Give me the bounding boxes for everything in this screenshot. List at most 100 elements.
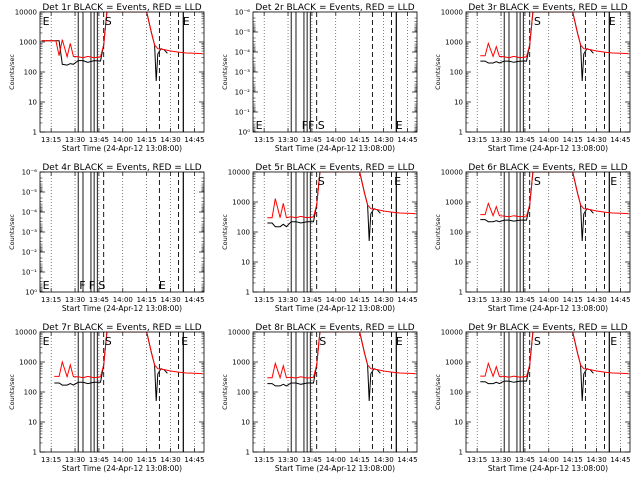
x-tick-label: 14:30: [373, 136, 393, 144]
event-letter: S: [318, 175, 325, 188]
x-axis-label: Start Time (24-Apr-12 13:08:00): [488, 144, 608, 153]
x-tick-label: 14:45: [184, 136, 204, 144]
x-tick-label: 14:15: [137, 296, 157, 304]
x-tick-label: 13:15: [467, 296, 487, 304]
event-letter: E: [183, 15, 190, 28]
y-axis-label: Counts/sec: [434, 54, 442, 90]
event-letter: E: [181, 335, 188, 348]
x-tick-label: 13:30: [65, 296, 85, 304]
x-tick-label: 13:30: [491, 456, 511, 464]
event-letter: E: [43, 279, 50, 292]
chart-title: Det 3r BLACK = Events, RED = LLD: [468, 3, 627, 13]
plot-frame: [465, 11, 631, 133]
y-tick-label: 1000: [445, 39, 463, 47]
x-tick-label: 14:45: [397, 296, 417, 304]
x-tick-label: 14:15: [563, 456, 583, 464]
event-letter: S: [318, 119, 325, 132]
event-letter: S: [98, 279, 105, 292]
y-tick-label: 1000: [445, 199, 463, 207]
x-tick-label: 13:15: [41, 456, 61, 464]
x-tick-label: 13:30: [65, 136, 85, 144]
chart-panel-4: Det 4r BLACK = Events, RED = LLD Counts/s…: [8, 163, 205, 313]
y-tick-label: 1: [246, 449, 250, 457]
y-tick-label: 100: [450, 69, 463, 77]
y-tick-label: 10000: [441, 329, 463, 337]
chart-title: Det 2r BLACK = Events, RED = LLD: [255, 3, 414, 13]
y-tick-label: 1: [459, 129, 463, 137]
series-line-events: [267, 332, 381, 402]
x-tick-label: 13:15: [254, 296, 274, 304]
x-tick-label: 13:45: [89, 456, 109, 464]
y-tick-label: 10⁻²: [22, 249, 38, 257]
series-line-events: [267, 172, 381, 242]
x-tick-label: 13:15: [41, 136, 61, 144]
y-axis-label: Counts/sec: [221, 374, 229, 410]
y-tick-label: 10000: [441, 9, 463, 17]
y-tick-label: 10: [454, 419, 463, 427]
y-tick-label: 10⁻³: [22, 229, 38, 237]
x-tick-label: 13:45: [515, 456, 535, 464]
series-group: [480, 12, 629, 82]
plot-frame: [39, 331, 205, 453]
series-line-lld: [54, 332, 203, 379]
x-axis-label: Start Time (24-Apr-12 13:08:00): [488, 464, 608, 473]
x-tick-label: 14:00: [326, 296, 346, 304]
series-line-lld: [267, 332, 416, 380]
y-axis-label: Counts/sec: [8, 214, 16, 250]
series-line-lld: [480, 172, 629, 218]
plot-frame: [39, 11, 205, 133]
chart-panel-1: Det 1r BLACK = Events, RED = LLD Counts/s…: [8, 3, 205, 153]
plot-frame: [39, 171, 205, 293]
series-line-lld: [41, 12, 203, 59]
x-tick-label: 14:45: [610, 296, 630, 304]
x-tick-label: 14:45: [610, 456, 630, 464]
x-tick-label: 14:45: [184, 456, 204, 464]
x-tick-label: 14:00: [539, 136, 559, 144]
series-line-events: [480, 172, 594, 242]
event-letter: F: [89, 279, 95, 292]
x-tick-label: 14:30: [160, 136, 180, 144]
x-tick-label: 14:30: [586, 456, 606, 464]
x-tick-label: 14:00: [326, 136, 346, 144]
x-axis-label: Start Time (24-Apr-12 13:08:00): [62, 464, 182, 473]
y-axis-label: Counts/sec: [8, 374, 16, 410]
y-axis-label: Counts/sec: [434, 374, 442, 410]
y-axis-label: Counts/sec: [221, 54, 229, 90]
y-tick-label: 1: [246, 289, 250, 297]
x-tick-label: 13:45: [89, 296, 109, 304]
series-group: [54, 332, 203, 402]
chart-panel-9: Det 9r BLACK = Events, RED = LLD Counts/s…: [434, 323, 631, 473]
y-tick-label: 10⁰: [25, 289, 37, 297]
x-tick-label: 13:45: [515, 136, 535, 144]
x-tick-label: 13:45: [302, 456, 322, 464]
series-line-events: [54, 332, 168, 402]
series-line-lld: [480, 332, 629, 378]
event-letter: E: [396, 335, 403, 348]
y-tick-label: 1000: [19, 359, 37, 367]
y-tick-label: 1000: [445, 359, 463, 367]
x-tick-label: 14:15: [350, 136, 370, 144]
chart-panel-8: Det 8r BLACK = Events, RED = LLD Counts/s…: [221, 323, 418, 473]
chart-panel-3: Det 3r BLACK = Events, RED = LLD Counts/s…: [434, 3, 631, 153]
x-tick-label: 14:00: [113, 296, 133, 304]
y-tick-label: 1000: [232, 199, 250, 207]
y-tick-label: 10000: [228, 169, 250, 177]
y-tick-label: 10⁻⁵: [235, 29, 251, 37]
event-letter: E: [43, 15, 50, 28]
y-tick-label: 10: [28, 419, 37, 427]
event-letter: S: [319, 335, 326, 348]
y-tick-label: 1: [459, 449, 463, 457]
x-tick-label: 13:15: [41, 296, 61, 304]
chart-panel-2: Det 2r BLACK = Events, RED = LLD Counts/s…: [221, 3, 418, 153]
series-group: [267, 332, 416, 402]
y-tick-label: 10000: [441, 169, 463, 177]
x-tick-label: 14:45: [184, 296, 204, 304]
y-tick-label: 10: [454, 259, 463, 267]
y-tick-label: 10⁻⁴: [22, 209, 38, 217]
x-tick-label: 14:15: [563, 296, 583, 304]
x-axis-label: Start Time (24-Apr-12 13:08:00): [62, 144, 182, 153]
plot-frame: [465, 171, 631, 293]
x-tick-label: 14:45: [397, 456, 417, 464]
x-tick-label: 13:45: [515, 296, 535, 304]
x-tick-label: 14:15: [137, 136, 157, 144]
